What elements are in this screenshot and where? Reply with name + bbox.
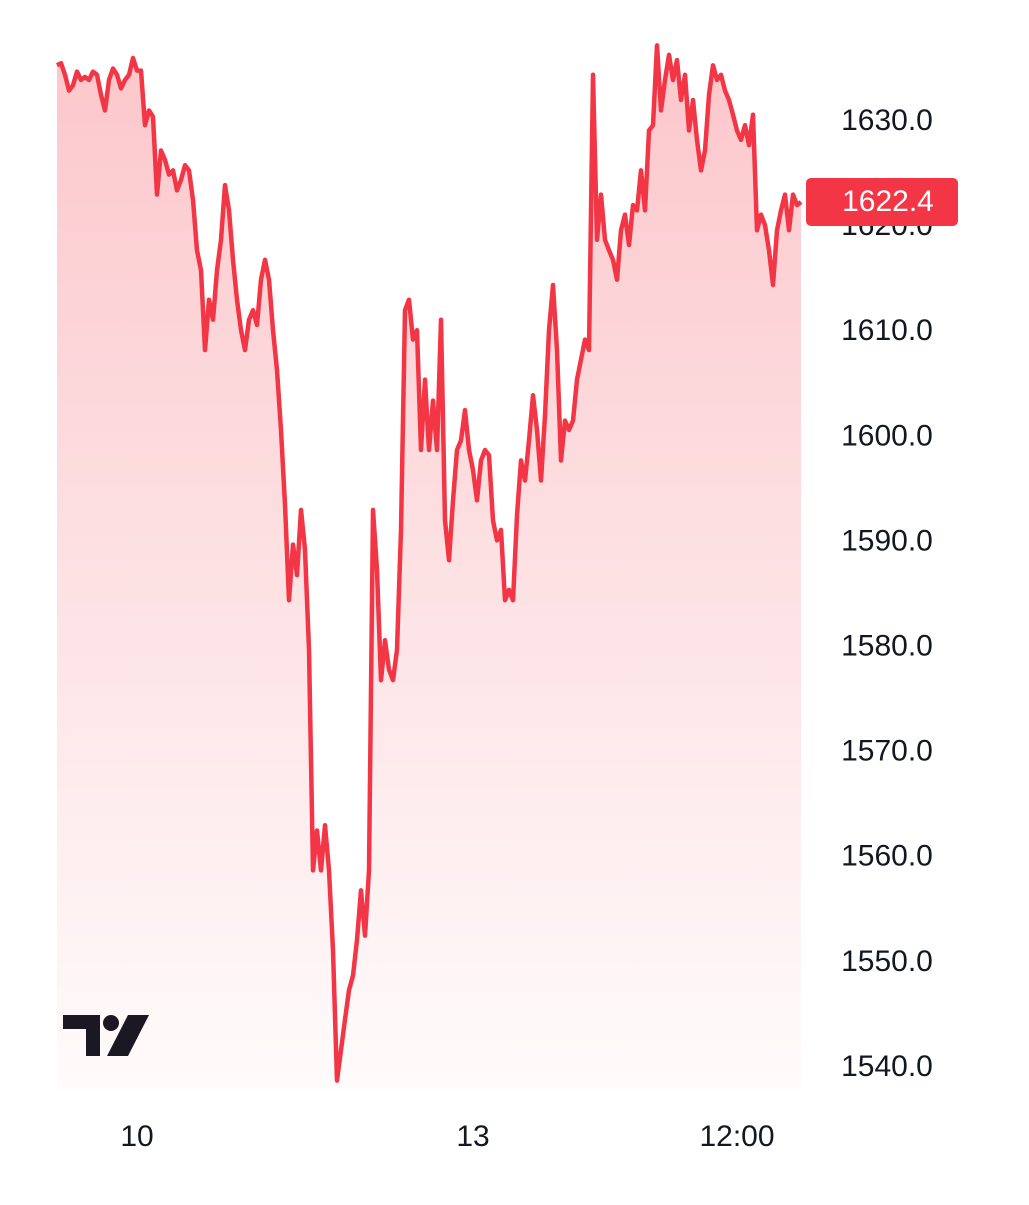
y-tick-label: 1580.0	[841, 630, 933, 663]
y-tick-label: 1590.0	[841, 524, 933, 557]
x-tick-label: 13	[456, 1120, 489, 1153]
y-tick-label: 1610.0	[841, 314, 933, 347]
y-tick-label: 1540.0	[841, 1050, 933, 1083]
y-tick-label: 1560.0	[841, 840, 933, 873]
y-tick-label: 1550.0	[841, 945, 933, 978]
last-price-label: 1622.4	[842, 185, 934, 218]
x-tick-label: 12:00	[699, 1120, 774, 1153]
y-tick-label: 1570.0	[841, 735, 933, 768]
price-line	[55, 43, 803, 1083]
x-tick-label: 10	[120, 1120, 153, 1153]
area-fill	[57, 45, 801, 1089]
last-price-badge	[806, 177, 958, 226]
y-tick-label: 1600.0	[841, 419, 933, 452]
y-tick-label: 1630.0	[841, 104, 933, 137]
